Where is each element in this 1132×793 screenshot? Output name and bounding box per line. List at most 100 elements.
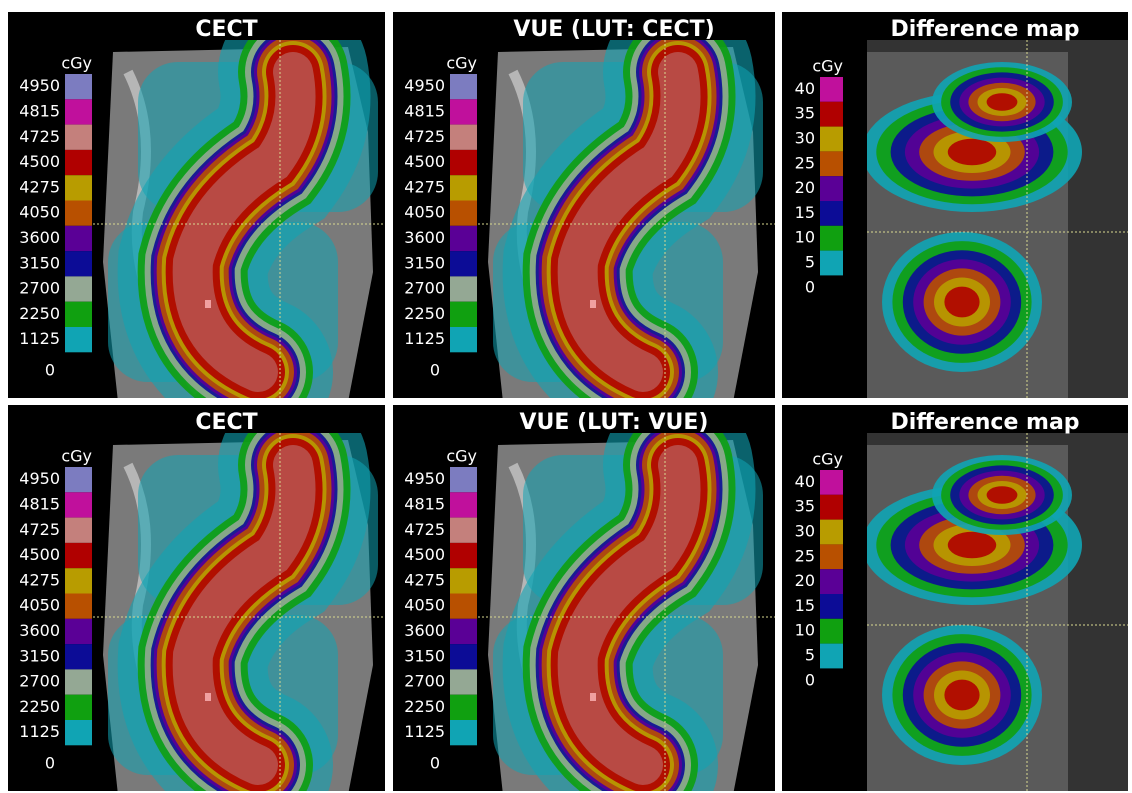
legend-label: 1125 xyxy=(19,722,60,741)
legend-swatch xyxy=(450,619,477,644)
page: CECTcGy495048154725450042754050360031502… xyxy=(0,0,1132,793)
legend-label: 0 xyxy=(805,277,815,296)
legend-swatch xyxy=(820,644,843,669)
legend-label: 4050 xyxy=(19,203,60,222)
legend-swatch xyxy=(65,251,92,276)
legend-label: 15 xyxy=(795,203,815,222)
panel: VUE (LUT: VUE)cGy49504815472545004275405… xyxy=(393,405,775,793)
legend-label: 4725 xyxy=(404,520,445,539)
legend-swatch xyxy=(820,520,843,545)
unit-label: cGy xyxy=(61,54,92,73)
legend-label: 25 xyxy=(795,546,815,565)
legend-label: 4815 xyxy=(404,494,445,513)
image xyxy=(478,40,775,402)
unit-label: cGy xyxy=(812,57,843,76)
image xyxy=(852,40,1128,438)
panel: CECTcGy495048154725450042754050360031502… xyxy=(8,405,385,793)
legend-swatch xyxy=(65,492,92,517)
legend-swatch xyxy=(65,201,92,226)
legend-label: 30 xyxy=(795,129,815,148)
legend-label: 4275 xyxy=(19,570,60,589)
panel-title: CECT xyxy=(195,17,257,42)
hotspot xyxy=(205,300,211,308)
legend-label: 20 xyxy=(795,571,815,590)
legend-swatch xyxy=(65,150,92,175)
legend-label: 2250 xyxy=(404,697,445,716)
legend-swatch xyxy=(820,619,843,644)
legend-swatch xyxy=(820,176,843,201)
legend-swatch xyxy=(820,102,843,127)
panel-title: Difference map xyxy=(890,17,1079,42)
legend-swatch xyxy=(65,327,92,352)
legend-swatch xyxy=(450,568,477,593)
legend-label: 2700 xyxy=(404,279,445,298)
panel: CECTcGy495048154725450042754050360031502… xyxy=(8,12,385,402)
legend-label: 1125 xyxy=(19,329,60,348)
legend-label: 3600 xyxy=(19,621,60,640)
legend-swatch xyxy=(65,619,92,644)
legend-label: 0 xyxy=(430,360,440,379)
legend-label: 5 xyxy=(805,646,815,665)
legend-swatch xyxy=(450,518,477,543)
legend-swatch xyxy=(820,251,843,276)
diff-blob xyxy=(944,287,979,318)
legend-swatch xyxy=(65,594,92,619)
legend-label: 2700 xyxy=(404,672,445,691)
legend-label: 4950 xyxy=(404,469,445,488)
legend-label: 4950 xyxy=(404,76,445,95)
legend-label: 3600 xyxy=(404,228,445,247)
legend-label: 3600 xyxy=(404,621,445,640)
legend-swatch xyxy=(450,150,477,175)
hotspot xyxy=(205,693,211,701)
legend-label: 20 xyxy=(795,178,815,197)
legend-swatch xyxy=(65,302,92,327)
legend-swatch xyxy=(65,720,92,745)
legend-label: 4500 xyxy=(19,152,60,171)
legend-label: 4815 xyxy=(404,101,445,120)
legend-swatch xyxy=(450,175,477,200)
legend-swatch xyxy=(65,74,92,99)
diff-blob xyxy=(987,486,1018,504)
legend-label: 0 xyxy=(430,753,440,772)
legend-swatch xyxy=(820,594,843,619)
legend-label: 3150 xyxy=(19,646,60,665)
legend-label: 0 xyxy=(805,670,815,689)
legend-swatch xyxy=(65,276,92,301)
legend-label: 35 xyxy=(795,497,815,516)
legend-label: 40 xyxy=(795,79,815,98)
legend-label: 4050 xyxy=(404,203,445,222)
legend-swatch xyxy=(65,568,92,593)
legend-label: 1125 xyxy=(404,722,445,741)
legend-swatch xyxy=(450,74,477,99)
unit-label: cGy xyxy=(446,54,477,73)
legend-swatch xyxy=(820,77,843,102)
legend-label: 4275 xyxy=(19,177,60,196)
legend-swatch xyxy=(820,470,843,495)
legend-label: 2250 xyxy=(19,697,60,716)
panel-title: VUE (LUT: VUE) xyxy=(520,410,709,435)
legend-swatch xyxy=(820,201,843,226)
legend-swatch xyxy=(450,669,477,694)
panel-title: CECT xyxy=(195,410,257,435)
legend-label: 2250 xyxy=(404,304,445,323)
legend-label: 4815 xyxy=(19,101,60,120)
legend-swatch xyxy=(820,127,843,152)
diff-blob xyxy=(948,139,996,165)
legend-label: 4500 xyxy=(19,545,60,564)
legend-label: 3150 xyxy=(19,253,60,272)
legend-label: 1125 xyxy=(404,329,445,348)
legend-label: 4275 xyxy=(404,177,445,196)
legend-swatch xyxy=(65,518,92,543)
legend-swatch xyxy=(450,327,477,352)
hotspot xyxy=(590,693,596,701)
figure: CECTcGy495048154725450042754050360031502… xyxy=(0,0,1132,793)
legend-swatch xyxy=(450,467,477,492)
legend-swatch xyxy=(65,695,92,720)
legend-label: 4050 xyxy=(19,596,60,615)
legend-swatch xyxy=(450,99,477,124)
diff-blob xyxy=(944,680,979,711)
legend-label: 4950 xyxy=(19,76,60,95)
legend-label: 4725 xyxy=(19,127,60,146)
legend-swatch xyxy=(820,569,843,594)
legend-swatch xyxy=(820,495,843,520)
